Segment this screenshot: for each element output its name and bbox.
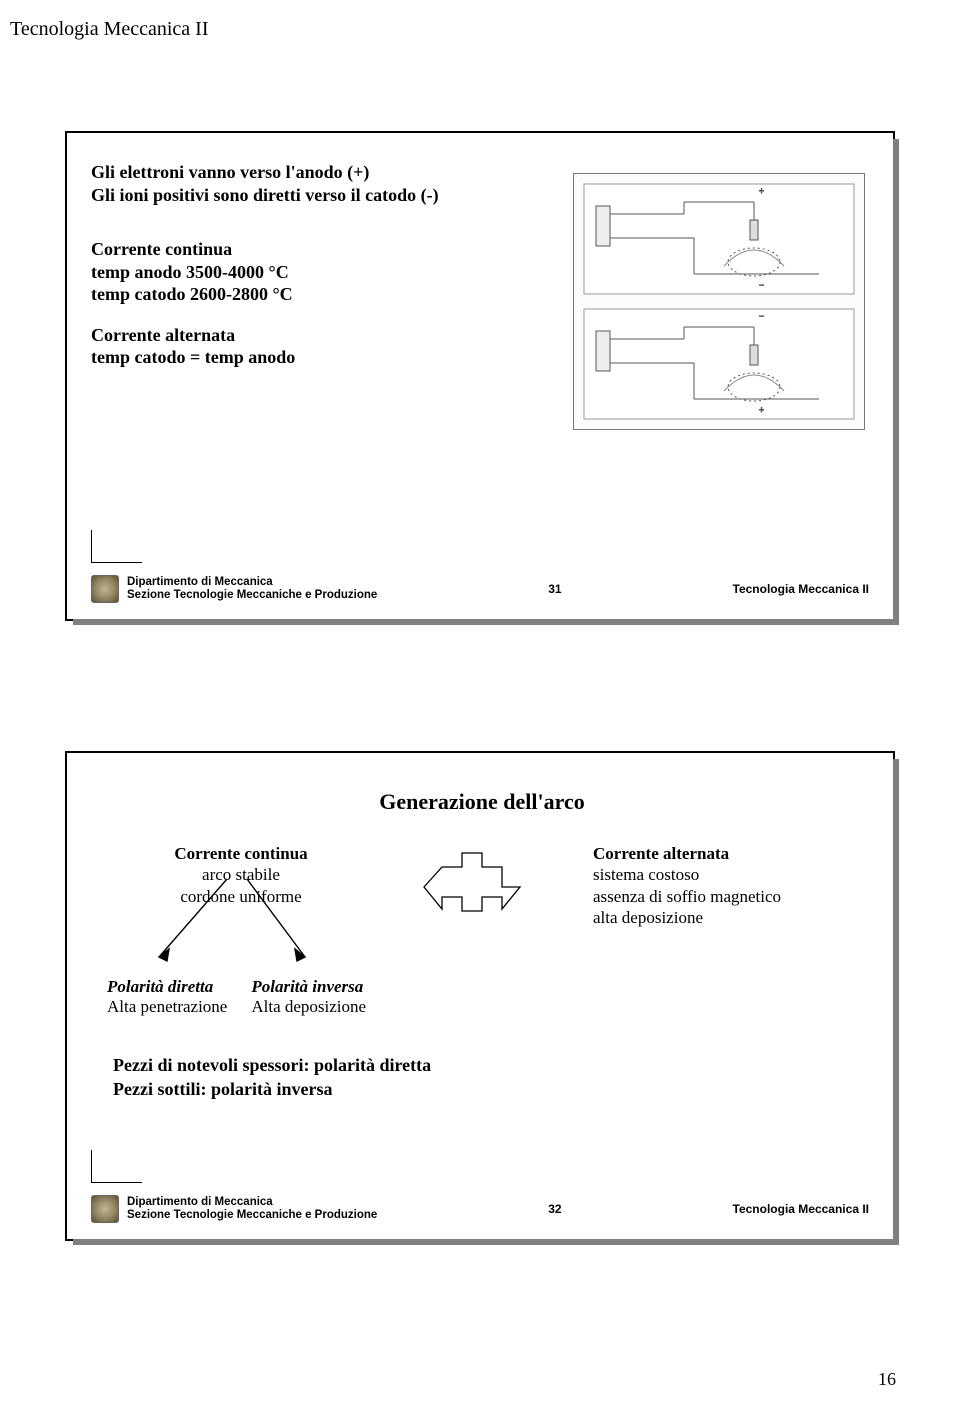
- svg-text:−: −: [759, 280, 764, 290]
- slide-shadow-right: [893, 139, 899, 625]
- tree-left: Corrente continua arco stabile cordone u…: [131, 843, 351, 907]
- slide2-title: Generazione dell'arco: [91, 789, 873, 815]
- svg-text:+: +: [759, 405, 764, 415]
- slide-shadow-right: [893, 759, 899, 1245]
- footer-dept2: Sezione Tecnologie Meccaniche e Produzio…: [127, 589, 377, 602]
- cc-sub1: arco stabile: [131, 864, 351, 885]
- slide-shadow-bottom: [73, 619, 899, 625]
- footer-course: Tecnologia Meccanica II: [733, 582, 870, 596]
- footer-page-number: 31: [548, 582, 561, 596]
- conclusion-block: Pezzi di notevoli spessori: polarità dir…: [91, 1053, 873, 1102]
- footer-dept1: Dipartimento di Meccanica: [127, 1196, 377, 1209]
- conclusion-1: Pezzi di notevoli spessori: polarità dir…: [113, 1053, 873, 1077]
- corner-mark-icon: [91, 1150, 142, 1183]
- dept-logo-icon: [91, 1195, 119, 1223]
- svg-text:−: −: [759, 311, 764, 321]
- tree-row: Corrente continua arco stabile cordone u…: [91, 843, 873, 929]
- ca-sub2: assenza di soffio magnetico: [593, 886, 853, 907]
- schematic-svg: + − − +: [574, 174, 864, 429]
- footer-dept-text: Dipartimento di Meccanica Sezione Tecnol…: [127, 576, 377, 602]
- center-node-svg: [402, 849, 542, 929]
- slide-shadow-bottom: [73, 1239, 899, 1245]
- ca-heading: Corrente alternata: [593, 843, 853, 864]
- pol-inversa-desc: Alta deposizione: [251, 997, 366, 1017]
- pol-diretta-title: Polarità diretta: [107, 977, 227, 997]
- pol-inversa-title: Polarità inversa: [251, 977, 366, 997]
- conclusion-2: Pezzi sottili: polarità inversa: [113, 1077, 873, 1101]
- dept-logo-icon: [91, 575, 119, 603]
- footer-left: Dipartimento di Meccanica Sezione Tecnol…: [91, 1195, 377, 1223]
- pol-diretta-desc: Alta penetrazione: [107, 997, 227, 1017]
- slide-31: Gli elettroni vanno verso l'anodo (+) Gl…: [65, 131, 895, 621]
- ca-sub3: alta deposizione: [593, 907, 853, 928]
- slide-32: Generazione dell'arco Corrente continua …: [65, 751, 895, 1241]
- page: Tecnologia Meccanica II Gli elettroni va…: [0, 0, 960, 1410]
- tree-center-node: [402, 849, 542, 929]
- slide1-footer: Dipartimento di Meccanica Sezione Tecnol…: [91, 575, 869, 603]
- ca-sub1: sistema costoso: [593, 864, 853, 885]
- footer-left: Dipartimento di Meccanica Sezione Tecnol…: [91, 575, 377, 603]
- polarity-diretta: Polarità diretta Alta penetrazione: [107, 977, 227, 1017]
- polarity-row: Polarità diretta Alta penetrazione Polar…: [91, 977, 873, 1017]
- footer-dept-text: Dipartimento di Meccanica Sezione Tecnol…: [127, 1196, 377, 1222]
- footer-dept1: Dipartimento di Meccanica: [127, 576, 377, 589]
- footer-page-number: 32: [548, 1202, 561, 1216]
- tree-right: Corrente alternata sistema costoso assen…: [593, 843, 853, 928]
- cc-heading: Corrente continua: [131, 843, 351, 864]
- svg-text:+: +: [759, 186, 764, 196]
- cc-sub2: cordone uniforme: [131, 886, 351, 907]
- physical-page-number: 16: [878, 1369, 896, 1390]
- footer-course: Tecnologia Meccanica II: [733, 1202, 870, 1216]
- corner-mark-icon: [91, 530, 142, 563]
- document-header: Tecnologia Meccanica II: [10, 18, 900, 41]
- welding-schematic: + − − +: [573, 173, 865, 430]
- footer-dept2: Sezione Tecnologie Meccaniche e Produzio…: [127, 1209, 377, 1222]
- slide2-footer: Dipartimento di Meccanica Sezione Tecnol…: [91, 1195, 869, 1223]
- polarity-inversa: Polarità inversa Alta deposizione: [251, 977, 366, 1017]
